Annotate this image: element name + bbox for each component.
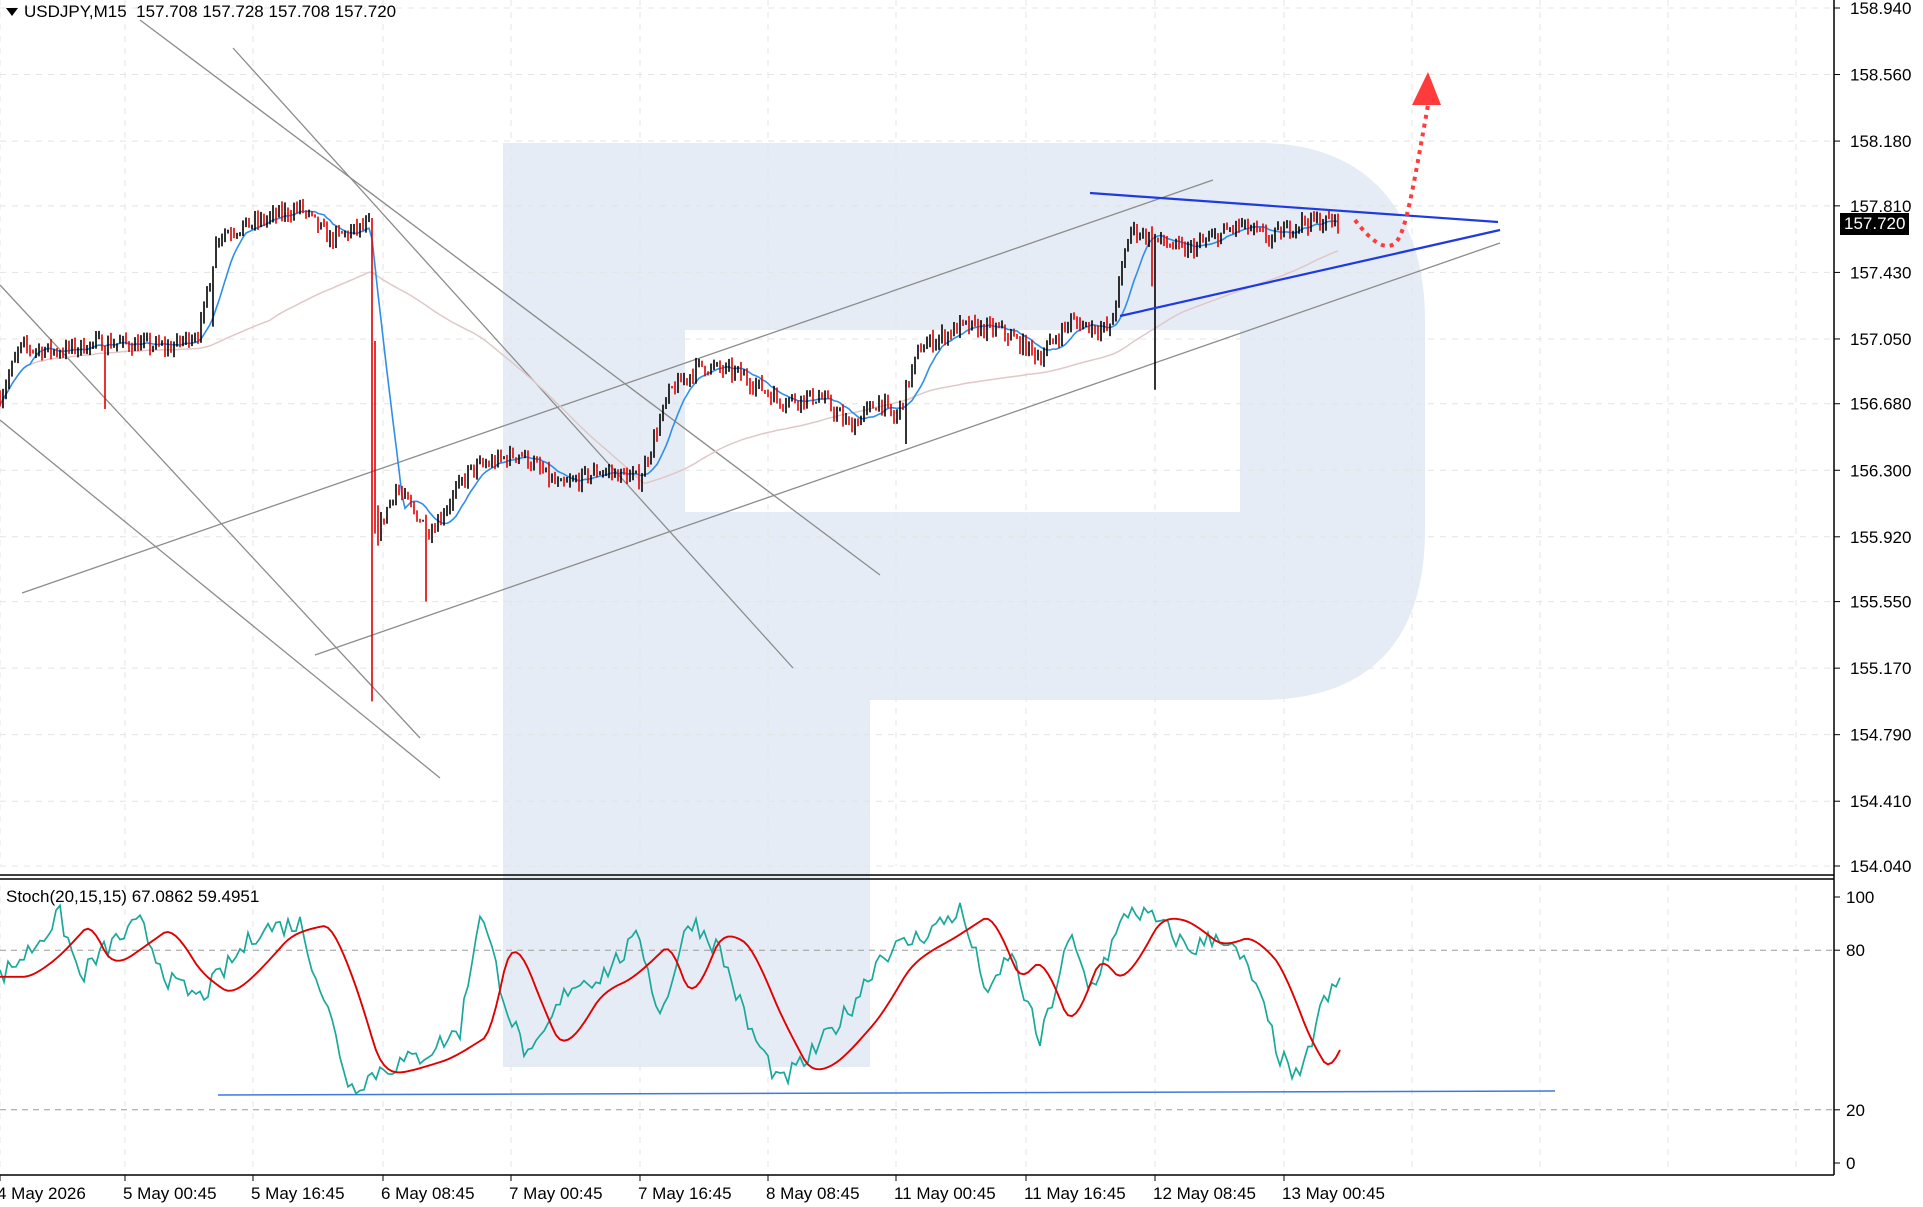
time-tick-label: 13 May 00:45 — [1282, 1184, 1385, 1203]
time-axis: 4 May 2026 5 May 00:45 5 May 16:45 6 May 08… — [0, 1175, 1385, 1203]
time-tick-label: 4 May 2026 — [0, 1184, 86, 1203]
forecast-arrow — [1353, 72, 1441, 248]
price-tick-label: 158.560 — [1850, 66, 1911, 85]
stoch-support-line — [217, 1090, 1556, 1096]
stoch-level-label: 0 — [1846, 1154, 1855, 1173]
stoch-grid — [0, 949, 1834, 1111]
triangle-lower-line — [1119, 228, 1501, 318]
ohlc-values: 157.708 157.728 157.708 157.720 — [136, 2, 397, 21]
price-tick-label: 154.040 — [1850, 857, 1911, 876]
time-tick-label: 11 May 16:45 — [1024, 1184, 1126, 1203]
stoch-level-label: 80 — [1846, 941, 1865, 960]
price-tick-label: 158.180 — [1850, 132, 1911, 151]
price-tick-label: 155.170 — [1850, 659, 1911, 678]
time-tick-label: 12 May 08:45 — [1153, 1184, 1256, 1203]
time-tick-label: 5 May 16:45 — [251, 1184, 345, 1203]
price-tick-label: 156.680 — [1850, 395, 1911, 414]
price-tick-label: 157.810 — [1850, 197, 1911, 216]
price-tick-label: 155.550 — [1850, 593, 1911, 612]
slow-moving-average — [0, 250, 1339, 485]
time-tick-label: 5 May 00:45 — [123, 1184, 217, 1203]
price-tick-label: 157.430 — [1850, 263, 1911, 282]
stoch-level-label: 20 — [1846, 1101, 1865, 1120]
time-tick-label: 7 May 00:45 — [509, 1184, 603, 1203]
current-price-badge: 157.720 — [1840, 213, 1910, 235]
trend-lines — [0, 19, 1501, 779]
price-tick-label: 158.940 — [1850, 0, 1911, 18]
symbol-label: USDJPY,M15 — [24, 2, 127, 21]
price-axis: 158.940 158.560 158.180 157.810 157.430 157.0… — [1834, 0, 1911, 876]
stoch-signal-line — [0, 917, 1341, 1074]
time-tick-label: 6 May 08:45 — [381, 1184, 475, 1203]
price-tick-label: 154.790 — [1850, 726, 1911, 745]
time-tick-label: 7 May 16:45 — [638, 1184, 732, 1203]
indicator-values: 67.0862 59.4951 — [131, 887, 260, 906]
time-tick-label: 8 May 08:45 — [766, 1184, 860, 1203]
stoch-main-line — [0, 902, 1341, 1095]
stoch-level-label: 100 — [1846, 888, 1874, 907]
watermark-logo — [503, 143, 1425, 1067]
price-tick-label: 155.920 — [1850, 528, 1911, 547]
axis-frame — [0, 0, 1835, 1176]
triangle-pattern — [1089, 191, 1501, 318]
indicator-header: Stoch(20,15,15) 67.0862 59.4951 — [6, 887, 259, 907]
dropdown-icon[interactable] — [6, 8, 18, 16]
time-tick-label: 11 May 00:45 — [894, 1184, 996, 1203]
candlesticks — [0, 198, 1339, 702]
price-tick-label: 156.300 — [1850, 461, 1911, 480]
price-tick-label: 157.050 — [1850, 330, 1911, 349]
indicator-name: Stoch(20,15,15) — [6, 887, 127, 906]
price-tick-label: 154.410 — [1850, 792, 1911, 811]
chart-header: USDJPY,M15 157.708 157.728 157.708 157.7… — [4, 2, 396, 22]
stoch-axis: 100 80 20 0 — [1834, 888, 1874, 1173]
fast-moving-average — [0, 210, 1339, 525]
triangle-upper-line — [1089, 191, 1499, 224]
